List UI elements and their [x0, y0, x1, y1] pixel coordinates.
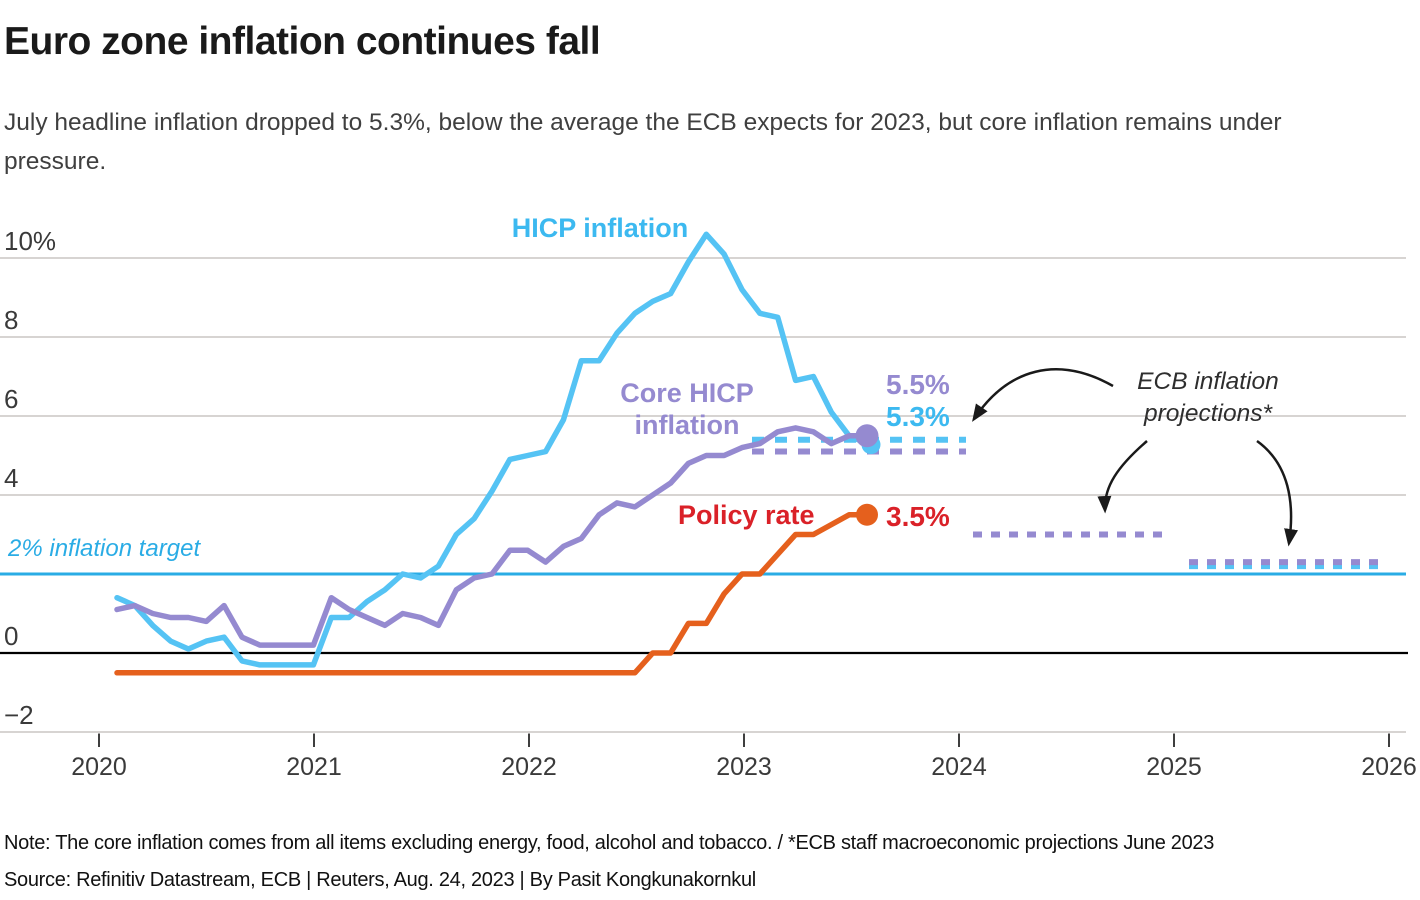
x-axis-label-2021: 2021 — [286, 753, 342, 781]
x-axis-label-2024: 2024 — [931, 753, 987, 781]
core-end-dot — [855, 424, 879, 448]
target-line-label: 2% inflation target — [8, 535, 201, 562]
policy-series-label: Policy rate — [678, 500, 815, 530]
y-axis-label-0: 0 — [4, 621, 19, 651]
hicp-latest-value: 5.3% — [886, 401, 950, 432]
core-latest-value: 5.5% — [886, 369, 950, 400]
x-axis-label-2022: 2022 — [501, 753, 557, 781]
hicp-line — [114, 231, 870, 668]
core-series-label: Core HICP inflation — [620, 378, 754, 440]
chart-source: Source: Refinitiv Datastream, ECB | Reut… — [4, 869, 756, 891]
page-title: Euro zone inflation continues fall — [4, 20, 601, 63]
y-axis-label-8: 8 — [4, 305, 19, 335]
policy-latest-value: 3.5% — [886, 501, 950, 532]
ecb-projections-annotation-line: ECB inflation — [1137, 368, 1279, 395]
hicp-series-label: HICP inflation — [511, 213, 689, 243]
policy-line — [114, 512, 870, 676]
core-line — [114, 425, 870, 648]
x-axis-label-2025: 2025 — [1146, 753, 1202, 781]
y-axis-label-6: 6 — [4, 384, 19, 414]
arrow-to-2025-projection — [1256, 439, 1298, 547]
chart-footnote: Note: The core inflation comes from all … — [4, 832, 1215, 854]
x-axis-label-2020: 2020 — [71, 753, 127, 781]
arrow-to-2024-projection — [1097, 440, 1148, 514]
y-axis-label-4: 4 — [4, 463, 19, 493]
arrow-to-2023-projection — [972, 368, 1114, 422]
y-axis-label-10%: 10% — [4, 226, 57, 256]
ecb-projections-annotation-line: projections* — [1143, 399, 1273, 427]
page-subtitle: July headline inflation dropped to 5.3%,… — [4, 109, 1282, 176]
policy-end-dot — [855, 503, 878, 526]
x-axis-label-2023: 2023 — [716, 753, 772, 781]
ecb-projections-annotation: ECB inflation projections* — [1137, 366, 1279, 430]
x-axis-label-2026: 2026 — [1361, 753, 1417, 781]
y-axis-label-−2: −2 — [4, 700, 34, 730]
